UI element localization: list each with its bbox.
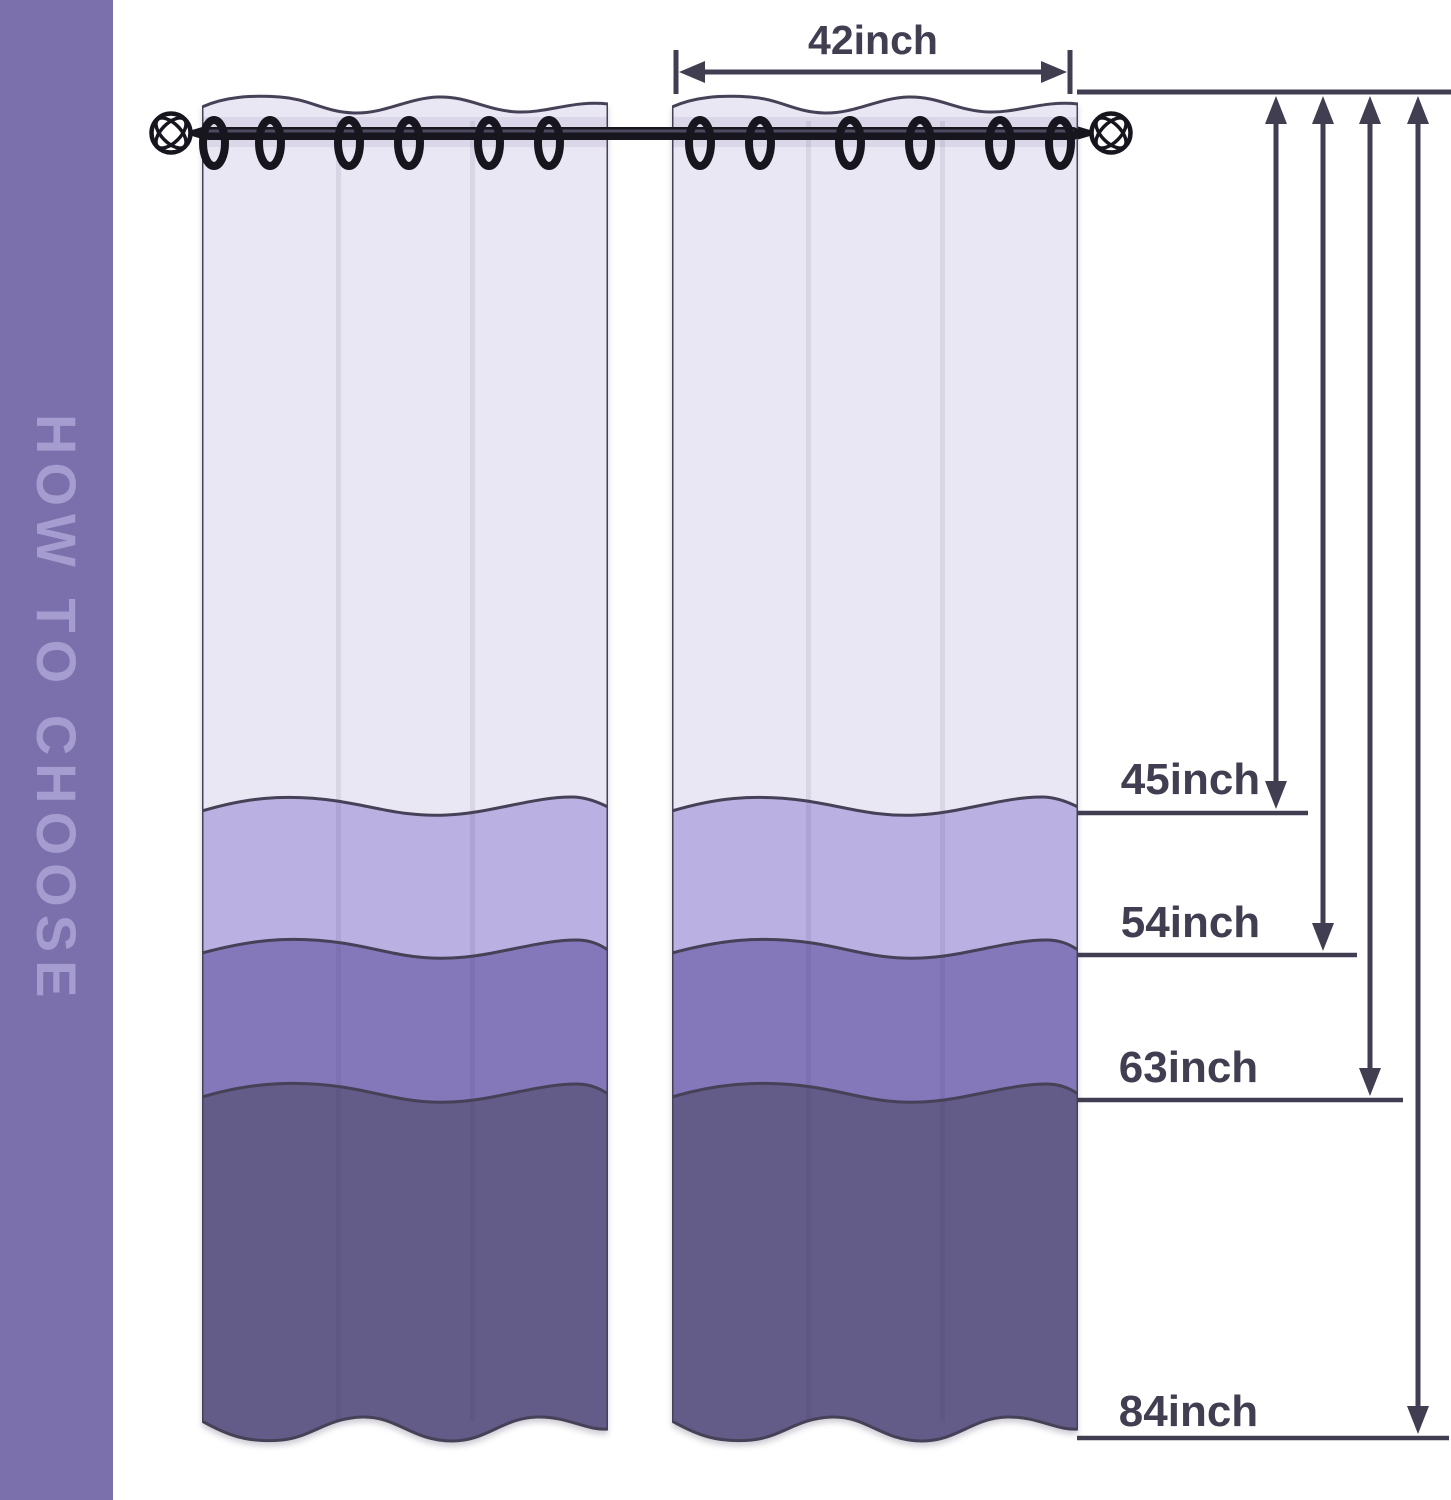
length-arrow-45 — [1265, 96, 1287, 809]
finial-icon — [149, 111, 204, 155]
curtain-panel-right — [672, 93, 1078, 1445]
fold-streak — [806, 121, 811, 1421]
fold-streak — [940, 121, 945, 1421]
band-4 — [672, 1083, 1078, 1441]
width-label: 42inch — [808, 17, 938, 63]
panel-outline — [672, 94, 1078, 1443]
panel-outline — [202, 94, 608, 1443]
header-shade — [202, 117, 608, 147]
band-top — [672, 96, 1078, 874]
length-arrow-63 — [1359, 96, 1381, 1096]
curtain-panel-right-graphic — [672, 94, 1078, 1443]
sidebar-title: HOW TO CHOOSE — [25, 414, 88, 1006]
length-label-54: 54inch — [1120, 898, 1261, 947]
length-arrow-84 — [1407, 96, 1429, 1434]
finial-icon — [1078, 111, 1133, 155]
length-arrow-54 — [1312, 96, 1334, 951]
length-label-63: 63inch — [1118, 1043, 1259, 1092]
band-4 — [202, 1083, 608, 1441]
curtain-panel-left — [202, 93, 608, 1445]
sidebar: HOW TO CHOOSE — [0, 0, 113, 1500]
band-top — [202, 96, 608, 874]
fold-streak — [470, 121, 475, 1421]
fold-streak — [336, 121, 341, 1421]
length-label-84: 84inch — [1118, 1387, 1259, 1436]
curtain-panel-left-graphic — [202, 94, 608, 1443]
length-label-45: 45inch — [1120, 755, 1261, 804]
header-shade — [672, 117, 1078, 147]
